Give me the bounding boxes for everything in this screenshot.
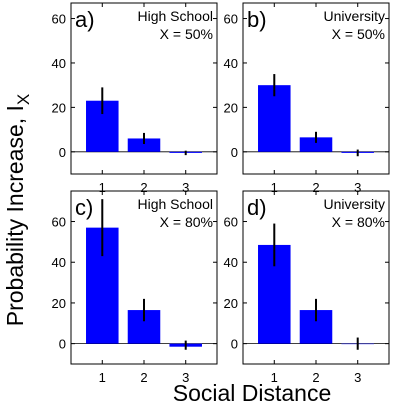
y-tick-label: 20 <box>52 296 66 311</box>
x-tick-label: 1 <box>271 370 278 385</box>
x-tick-label: 1 <box>271 180 278 195</box>
x-tick-label: 3 <box>182 180 189 195</box>
y-tick-label: 20 <box>224 296 238 311</box>
panel-letter: b) <box>247 7 267 32</box>
bar-2 <box>127 138 161 152</box>
x-tick-label: 2 <box>140 370 147 385</box>
panel-letter: a) <box>75 7 95 32</box>
panel-title: University <box>324 196 385 212</box>
y-tick-label: 40 <box>52 56 66 71</box>
y-tick-label: 60 <box>224 215 238 230</box>
bar-2 <box>299 137 333 152</box>
x-tick-label: 1 <box>99 180 106 195</box>
panel-subtitle: X = 50% <box>332 26 385 42</box>
y-tick-label: 0 <box>231 337 238 352</box>
x-tick-label: 3 <box>354 180 361 195</box>
y-tick-label: 60 <box>52 215 66 230</box>
panel-subtitle: X = 80% <box>160 214 213 230</box>
x-tick-label: 2 <box>312 180 319 195</box>
x-tick-label: 1 <box>99 370 106 385</box>
y-tick-label: 40 <box>224 56 238 71</box>
panel-letter: d) <box>247 195 267 220</box>
x-axis-label: Social Distance <box>173 380 332 406</box>
y-tick-label: 40 <box>52 255 66 270</box>
panel-subtitle: X = 80% <box>332 214 385 230</box>
panel-title: University <box>324 8 385 24</box>
y-tick-label: 60 <box>52 12 66 27</box>
panel-title: High School <box>138 196 214 212</box>
y-axis-label: Probability Increase, IX <box>2 94 33 327</box>
panel-2: 0 20 40 60 1 2 3 b) University X = 50% <box>224 2 390 195</box>
x-tick-label: 2 <box>140 180 147 195</box>
panel-3: 0 20 40 60 1 2 3 c) High School X = 80% <box>52 190 218 385</box>
x-tick-label: 2 <box>312 370 319 385</box>
panel-subtitle: X = 50% <box>160 26 213 42</box>
x-tick-label: 3 <box>182 370 189 385</box>
y-tick-label: 20 <box>224 100 238 115</box>
panel-letter: c) <box>75 195 93 220</box>
panel-1: 0 20 40 60 1 2 3 a) High School X = 50% <box>52 2 218 195</box>
panel-4: 0 20 40 60 1 2 3 d) University X = 80% <box>224 190 390 385</box>
y-tick-label: 0 <box>59 337 66 352</box>
panel-title: High School <box>138 8 214 24</box>
y-tick-label: 0 <box>59 145 66 160</box>
x-tick-label: 3 <box>354 370 361 385</box>
y-tick-label: 20 <box>52 100 66 115</box>
y-tick-label: 40 <box>224 255 238 270</box>
y-tick-label: 0 <box>231 145 238 160</box>
y-tick-label: 60 <box>224 12 238 27</box>
